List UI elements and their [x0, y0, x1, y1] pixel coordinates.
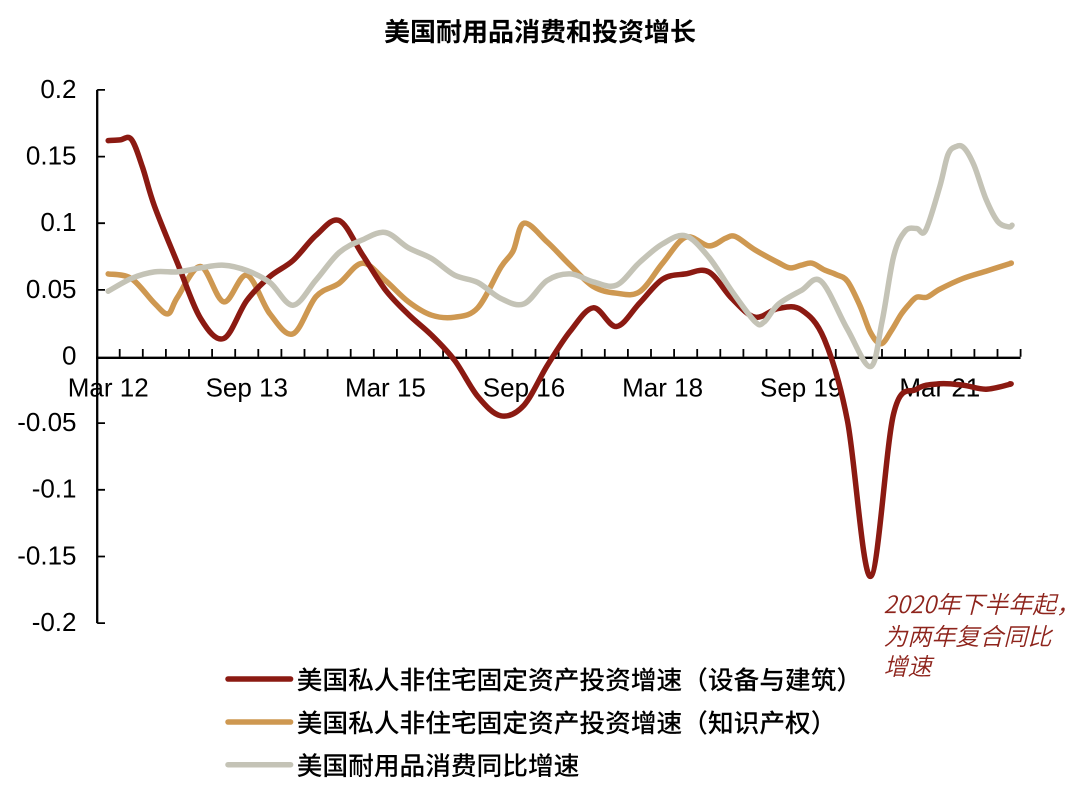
svg-text:Sep 16: Sep 16 [483, 372, 565, 402]
svg-text:0.15: 0.15 [26, 141, 77, 171]
svg-text:-0.15: -0.15 [17, 540, 76, 570]
svg-text:-0.1: -0.1 [32, 474, 77, 504]
svg-text:0.05: 0.05 [26, 274, 77, 304]
svg-text:0.1: 0.1 [40, 207, 76, 237]
svg-text:Sep 13: Sep 13 [206, 372, 288, 402]
svg-text:-0.05: -0.05 [17, 407, 76, 437]
svg-text:0.2: 0.2 [40, 74, 76, 104]
svg-text:Mar 12: Mar 12 [68, 372, 149, 402]
svg-text:Sep 19: Sep 19 [760, 372, 842, 402]
svg-text:Mar 18: Mar 18 [622, 372, 703, 402]
svg-text:0: 0 [62, 340, 76, 370]
svg-text:Mar 15: Mar 15 [345, 372, 426, 402]
svg-text:-0.2: -0.2 [32, 607, 77, 637]
